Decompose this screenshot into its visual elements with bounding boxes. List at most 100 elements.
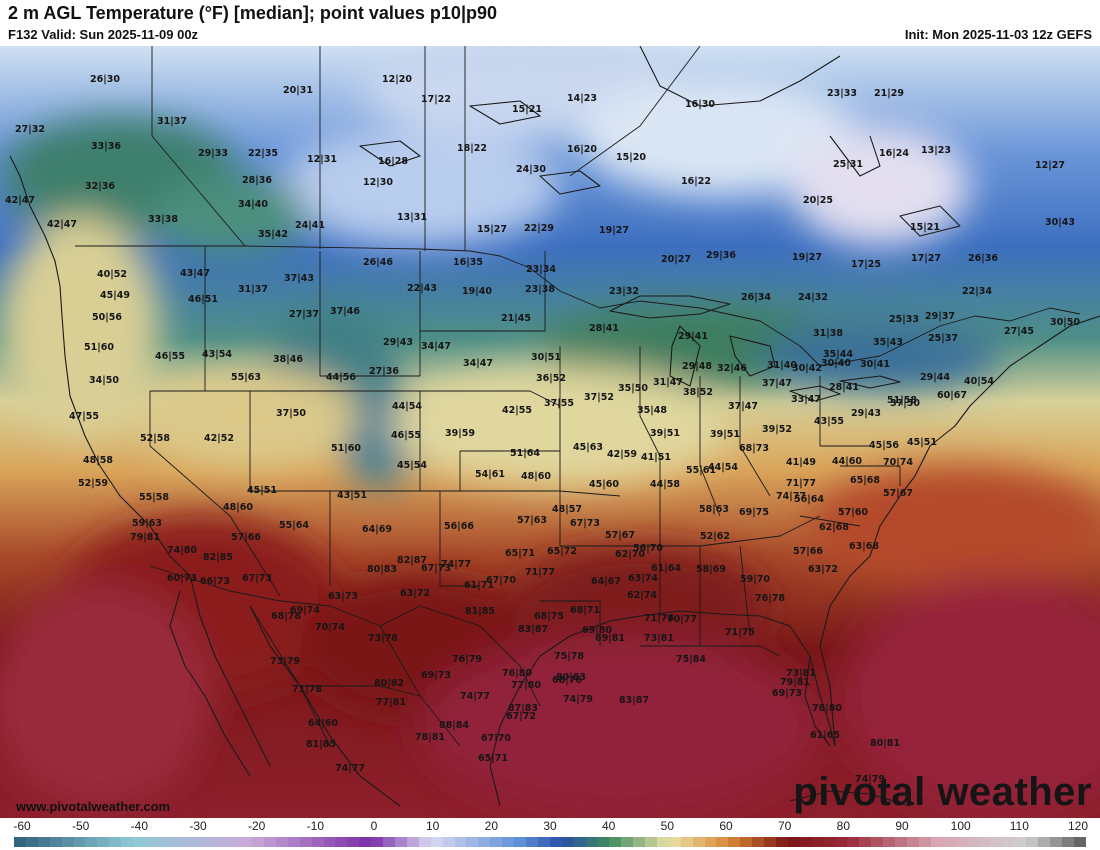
point-value-label: 44|54	[708, 462, 738, 473]
point-value-label: 77|81	[376, 697, 406, 708]
point-value-label: 22|35	[248, 148, 278, 159]
point-value-label: 45|51	[907, 437, 937, 448]
colorbar-swatch	[573, 837, 586, 847]
colorbar-swatch	[121, 837, 134, 847]
point-value-label: 12|20	[382, 74, 412, 85]
point-value-label: 64|69	[362, 524, 392, 535]
point-value-label: 45|56	[869, 440, 899, 451]
point-value-label: 30|50	[1050, 317, 1080, 328]
point-value-label: 45|60	[589, 479, 619, 490]
point-value-label: 65|68	[850, 475, 880, 486]
colorbar-tick-label: 110	[1009, 819, 1029, 833]
colorbar-swatch	[168, 837, 181, 847]
point-value-label: 42|52	[204, 433, 234, 444]
point-value-label: 24|32	[798, 292, 828, 303]
point-value-label: 44|54	[392, 401, 422, 412]
colorbar-swatch	[776, 837, 788, 847]
colorbar-swatch	[335, 837, 348, 847]
colorbar-swatch	[490, 837, 503, 847]
point-value-label: 20|27	[661, 254, 691, 265]
website-label[interactable]: www.pivotalweather.com	[16, 799, 171, 814]
point-value-label: 46|55	[391, 430, 421, 441]
point-value-label: 30|43	[1045, 217, 1075, 228]
point-value-label: 56|64	[794, 494, 824, 505]
point-value-label: 27|45	[1004, 326, 1034, 337]
point-value-label: 71|77	[786, 478, 816, 489]
point-value-label: 20|31	[283, 85, 313, 96]
colorbar-swatch	[633, 837, 646, 847]
colorbar-swatch	[585, 837, 598, 847]
point-value-label: 51|60	[84, 342, 114, 353]
point-value-label: 23|33	[827, 88, 857, 99]
colorbar-swatch	[859, 837, 872, 847]
colorbar-tick-label: 40	[601, 819, 616, 833]
point-value-label: 68|71	[570, 605, 600, 616]
point-value-label: 19|27	[599, 225, 629, 236]
colorbar-swatch	[287, 837, 300, 847]
point-value-label: 16|20	[567, 144, 597, 155]
colorbar-swatch	[180, 837, 193, 847]
point-value-label: 76|78	[755, 593, 785, 604]
colorbar-tick-label: -20	[247, 819, 266, 833]
point-value-label: 71|75	[725, 627, 755, 638]
colorbar-swatch	[418, 837, 431, 847]
colorbar-strip	[14, 837, 1086, 847]
point-value-label: 15|27	[477, 224, 507, 235]
point-value-label: 55|63	[231, 372, 261, 383]
point-value-label: 45|51	[247, 485, 277, 496]
point-value-label: 37|50	[890, 398, 920, 409]
point-value-label: 12|31	[307, 154, 337, 165]
point-value-label: 74|77	[776, 491, 806, 502]
point-value-label: 63|73	[328, 591, 358, 602]
point-value-label: 68|73	[739, 443, 769, 454]
colorbar-swatch	[537, 837, 550, 847]
point-value-label: 29|37	[925, 311, 955, 322]
point-value-label: 70|74	[883, 457, 913, 468]
colorbar-swatch	[204, 837, 217, 847]
point-value-label: 28|41	[589, 323, 619, 334]
point-value-label: 67|70	[486, 575, 516, 586]
point-value-label: 34|50	[89, 375, 119, 386]
point-value-label: 81|85	[465, 606, 495, 617]
colorbar: -60 -50 -40 -30 -20 -10 0 10 20 30 40 50 60 70 80 90 100…	[0, 818, 1100, 850]
colorbar-swatch	[73, 837, 86, 847]
point-value-label: 58|69	[696, 564, 726, 575]
colorbar-swatch	[942, 837, 955, 847]
colorbar-swatch	[478, 837, 491, 847]
point-value-label: 37|43	[284, 273, 314, 284]
point-value-label: 23|38	[525, 284, 555, 295]
point-value-label: 12|27	[1035, 160, 1065, 171]
point-value-label: 22|34	[962, 286, 992, 297]
point-value-label: 68|76	[552, 675, 582, 686]
point-value-label: 37|47	[728, 401, 758, 412]
point-value-label: 61|71	[464, 580, 494, 591]
point-value-label: 35|48	[637, 405, 667, 416]
point-value-label: 15|21	[910, 222, 940, 233]
point-value-label: 39|52	[762, 424, 792, 435]
colorbar-swatch	[1026, 837, 1038, 847]
point-value-label: 27|37	[289, 309, 319, 320]
point-value-label: 82|87	[397, 555, 427, 566]
point-value-label: 46|51	[188, 294, 218, 305]
point-value-label: 55|64	[279, 520, 309, 531]
point-value-label: 71|78	[292, 684, 322, 695]
point-value-label: 67|72	[506, 711, 536, 722]
temperature-map[interactable]: 26|30 20|31 12|20 17|22 15|21 14|23 16|30 23|33…	[0, 46, 1100, 818]
colorbar-tick-label: 20	[484, 819, 499, 833]
point-value-label: 13|23	[921, 145, 951, 156]
colorbar-tick-label: -60	[13, 819, 31, 833]
point-value-label: 26|36	[968, 253, 998, 264]
colorbar-swatch	[656, 837, 669, 847]
point-value-label: 26|46	[363, 257, 393, 268]
point-value-label: 68|78	[271, 611, 301, 622]
point-value-label: 39|59	[445, 428, 475, 439]
point-value-label: 16|22	[681, 176, 711, 187]
point-value-label: 27|36	[369, 366, 399, 377]
point-value-label: 79|81	[780, 677, 810, 688]
point-value-label: 29|43	[383, 337, 413, 348]
point-value-label: 32|36	[85, 181, 115, 192]
point-values-layer: 26|30 20|31 12|20 17|22 15|21 14|23 16|30 23|33…	[5, 74, 1080, 785]
point-value-label: 87|83	[508, 703, 538, 714]
point-value-label: 30|42	[792, 363, 822, 374]
colorbar-swatch	[930, 837, 943, 847]
